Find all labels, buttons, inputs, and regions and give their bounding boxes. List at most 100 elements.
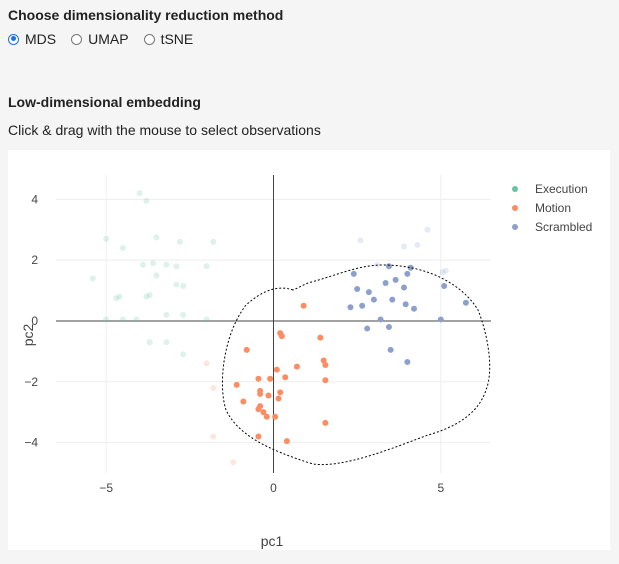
point-motion[interactable]: [255, 375, 262, 382]
point-motion[interactable]: [273, 366, 280, 373]
point-scrambled[interactable]: [359, 302, 366, 309]
point-motion[interactable]: [283, 438, 290, 445]
point-scrambled[interactable]: [365, 289, 372, 296]
point-execution[interactable]: [133, 316, 140, 323]
point-motion[interactable]: [322, 362, 329, 369]
radio-option-umap[interactable]: UMAP: [71, 31, 129, 47]
point-execution[interactable]: [203, 263, 210, 270]
point-execution[interactable]: [153, 234, 160, 241]
point-execution[interactable]: [153, 272, 160, 279]
point-scrambled[interactable]: [437, 316, 444, 323]
point-execution[interactable]: [103, 316, 110, 323]
radio-option-tsne[interactable]: tSNE: [143, 31, 194, 47]
point-scrambled[interactable]: [411, 305, 418, 312]
point-scrambled[interactable]: [370, 296, 377, 303]
embedding-scatter-plot[interactable]: −5 0 5 −4 −2 0 2 4 Execution Motion Scrambled pc1…: [8, 150, 610, 550]
point-motion[interactable]: [265, 392, 272, 399]
point-scrambled[interactable]: [357, 237, 364, 244]
point-motion[interactable]: [300, 302, 307, 309]
point-scrambled[interactable]: [364, 325, 371, 332]
radio-button-umap[interactable]: [71, 33, 83, 45]
point-motion[interactable]: [255, 433, 262, 440]
point-scrambled[interactable]: [462, 299, 469, 306]
point-scrambled[interactable]: [439, 269, 446, 276]
point-scrambled[interactable]: [387, 346, 394, 353]
point-execution[interactable]: [203, 316, 210, 323]
point-scrambled[interactable]: [401, 284, 407, 291]
legend-label-scrambled[interactable]: Scrambled: [535, 220, 592, 234]
point-motion[interactable]: [257, 390, 264, 397]
point-layer[interactable]: [89, 190, 469, 466]
point-execution[interactable]: [163, 339, 170, 346]
point-scrambled[interactable]: [354, 286, 361, 293]
point-scrambled[interactable]: [424, 226, 431, 233]
point-execution[interactable]: [143, 293, 150, 300]
point-scrambled[interactable]: [350, 270, 357, 277]
plot-legend[interactable]: Execution Motion Scrambled: [512, 182, 592, 234]
point-motion[interactable]: [282, 374, 289, 381]
point-motion[interactable]: [267, 375, 274, 382]
point-execution[interactable]: [116, 293, 123, 300]
point-motion[interactable]: [255, 406, 262, 413]
point-motion[interactable]: [278, 333, 285, 340]
embedding-plot-container[interactable]: −5 0 5 −4 −2 0 2 4 Execution Motion Scrambled pc1…: [8, 150, 610, 550]
legend-label-motion[interactable]: Motion: [535, 201, 571, 215]
point-scrambled[interactable]: [414, 241, 421, 248]
point-execution[interactable]: [150, 260, 157, 267]
point-scrambled[interactable]: [385, 324, 392, 331]
point-motion[interactable]: [210, 433, 217, 440]
point-scrambled[interactable]: [442, 267, 449, 274]
point-scrambled[interactable]: [404, 270, 411, 277]
point-execution[interactable]: [173, 281, 180, 288]
point-execution[interactable]: [113, 295, 120, 302]
point-motion[interactable]: [320, 357, 327, 364]
point-execution[interactable]: [146, 292, 153, 299]
point-motion[interactable]: [210, 384, 217, 391]
point-motion[interactable]: [260, 409, 267, 416]
point-scrambled[interactable]: [347, 304, 354, 311]
point-execution[interactable]: [210, 238, 217, 245]
point-scrambled[interactable]: [407, 264, 414, 271]
legend-marker-scrambled[interactable]: [512, 224, 518, 230]
point-motion[interactable]: [275, 395, 282, 402]
point-motion[interactable]: [233, 381, 240, 388]
point-execution[interactable]: [143, 197, 150, 204]
point-execution[interactable]: [180, 282, 187, 289]
point-scrambled[interactable]: [402, 301, 409, 308]
radio-button-mds[interactable]: [8, 33, 19, 45]
point-execution[interactable]: [119, 316, 126, 323]
point-scrambled[interactable]: [441, 282, 448, 289]
point-execution[interactable]: [176, 238, 183, 245]
point-scrambled[interactable]: [401, 243, 407, 250]
point-motion[interactable]: [322, 419, 329, 426]
radio-button-tsne[interactable]: [143, 33, 155, 45]
point-execution[interactable]: [119, 244, 126, 251]
point-scrambled[interactable]: [385, 263, 392, 270]
point-motion[interactable]: [243, 346, 250, 353]
point-motion[interactable]: [263, 413, 270, 420]
point-execution[interactable]: [163, 311, 170, 318]
point-execution[interactable]: [163, 261, 170, 268]
radio-label-umap[interactable]: UMAP: [88, 31, 129, 47]
point-scrambled[interactable]: [404, 359, 411, 366]
point-motion[interactable]: [322, 377, 329, 384]
point-motion[interactable]: [240, 398, 247, 405]
point-execution[interactable]: [89, 275, 96, 282]
legend-label-execution[interactable]: Execution: [535, 182, 588, 196]
point-execution[interactable]: [136, 190, 143, 197]
radio-label-tsne[interactable]: tSNE: [160, 31, 194, 47]
point-scrambled[interactable]: [392, 276, 399, 283]
point-motion[interactable]: [317, 334, 324, 341]
radio-label-mds[interactable]: MDS: [25, 31, 57, 47]
point-execution[interactable]: [146, 339, 153, 346]
legend-marker-execution[interactable]: [512, 186, 518, 192]
point-motion[interactable]: [230, 459, 237, 466]
point-motion[interactable]: [277, 389, 284, 396]
point-execution[interactable]: [103, 235, 110, 242]
point-execution[interactable]: [140, 261, 146, 268]
point-scrambled[interactable]: [377, 316, 384, 323]
point-execution[interactable]: [173, 263, 180, 270]
point-scrambled[interactable]: [382, 279, 389, 286]
point-motion[interactable]: [293, 363, 300, 370]
point-execution[interactable]: [180, 311, 187, 318]
